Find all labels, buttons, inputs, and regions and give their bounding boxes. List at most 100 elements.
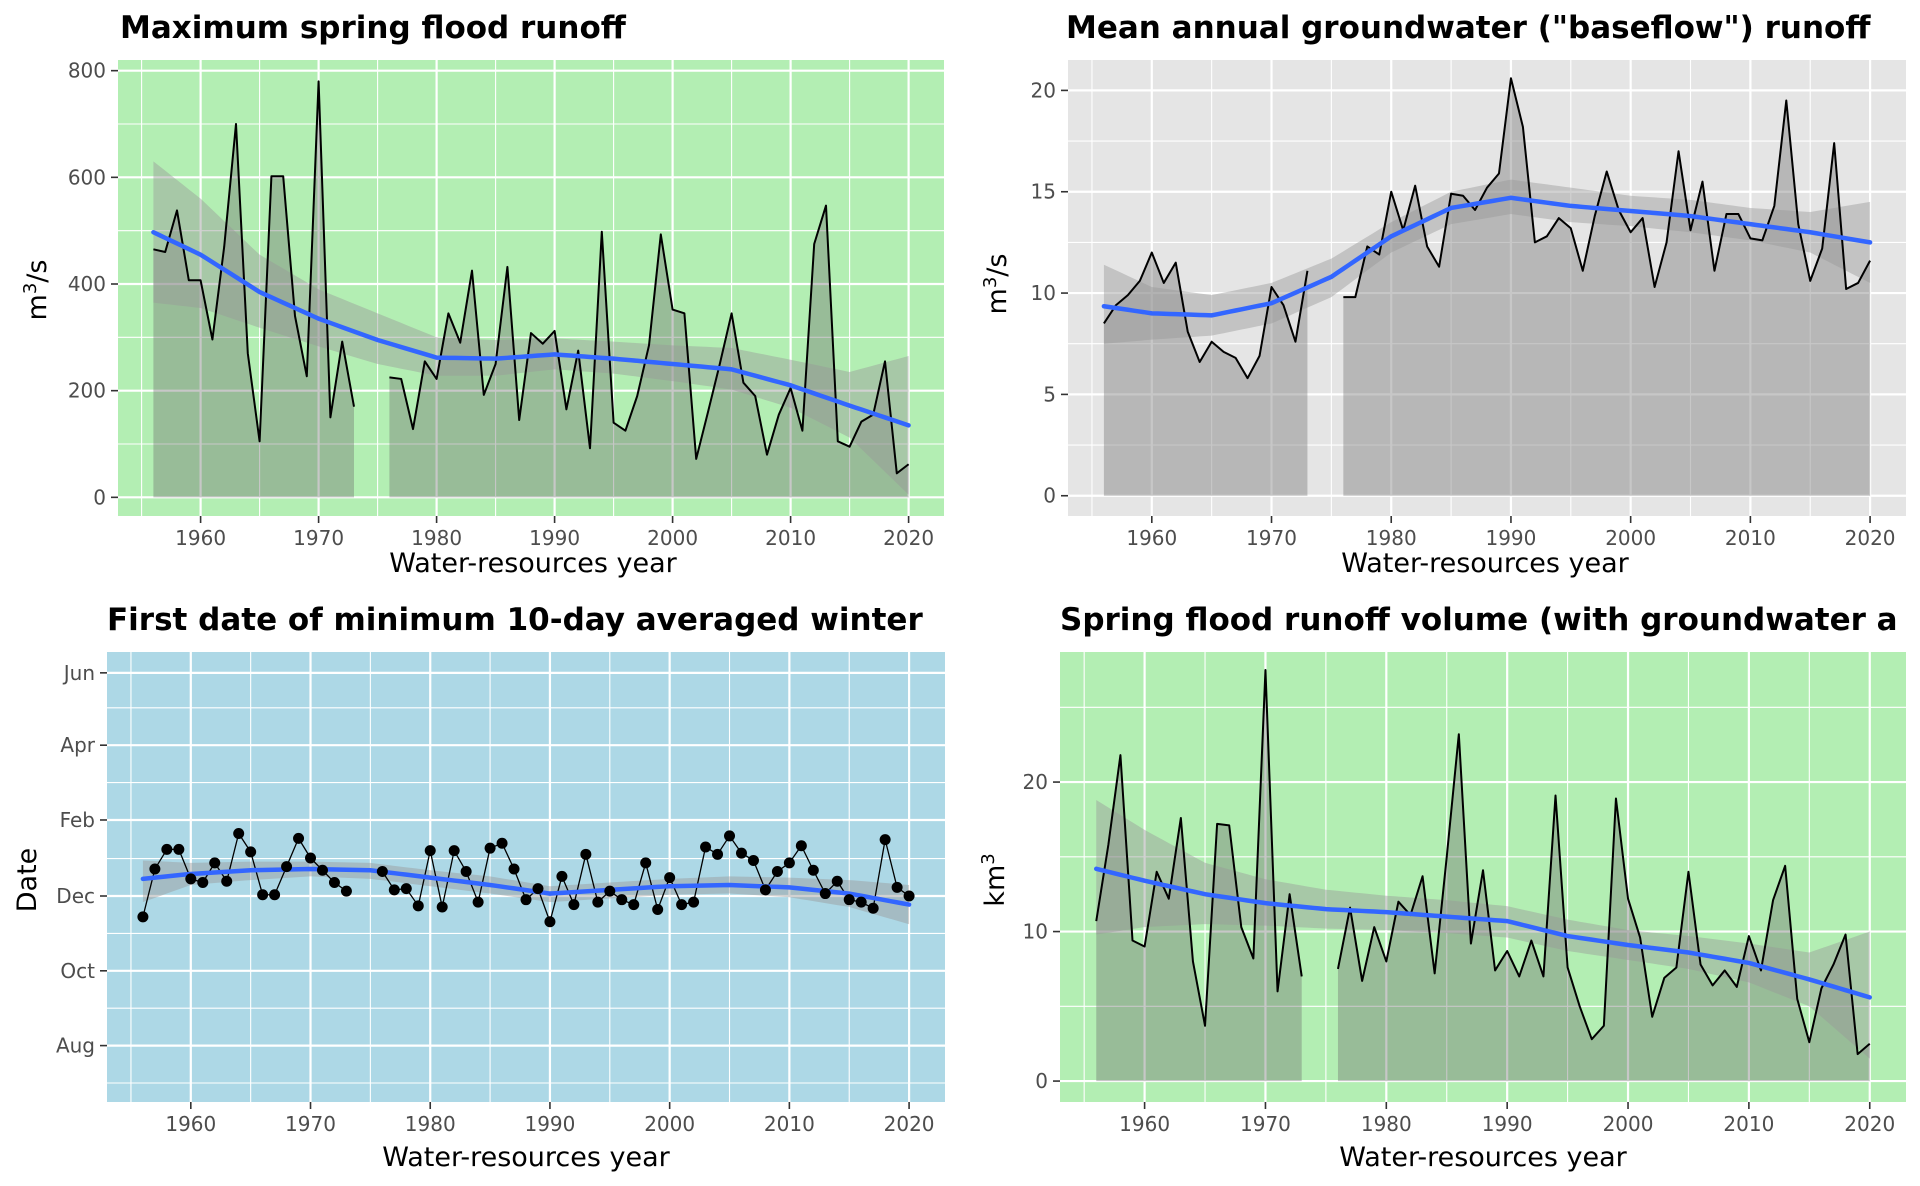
y-axis-title-sup: 3 bbox=[20, 283, 41, 294]
data-point bbox=[173, 843, 185, 855]
y-axis-title-base: m bbox=[22, 294, 53, 320]
y-tick-label: Aug bbox=[56, 1034, 95, 1058]
y-tick-label: 0 bbox=[1043, 484, 1056, 508]
x-tick-label: 1990 bbox=[1485, 526, 1536, 550]
data-point bbox=[747, 854, 759, 866]
series-line bbox=[153, 80, 355, 443]
x-tick-label: 1970 bbox=[293, 526, 344, 550]
x-tick-label: 2000 bbox=[1605, 526, 1656, 550]
data-point bbox=[508, 863, 520, 875]
data-point bbox=[281, 861, 293, 873]
data-point bbox=[807, 864, 819, 876]
x-axis-title: Water-resources year bbox=[1339, 1142, 1627, 1173]
y-axis-title-base: m bbox=[982, 288, 1013, 314]
x-tick-label: 1970 bbox=[1240, 1112, 1291, 1136]
y-axis-title-sup: 3 bbox=[980, 277, 1001, 288]
data-point bbox=[532, 883, 544, 895]
data-point bbox=[664, 872, 676, 884]
panel-title: Mean annual groundwater ("baseflow") run… bbox=[1066, 10, 1871, 46]
data-point bbox=[424, 845, 436, 857]
data-point bbox=[735, 847, 747, 859]
series-line bbox=[1343, 77, 1871, 299]
data-point bbox=[316, 864, 328, 876]
y-axis-title: Date bbox=[12, 848, 43, 913]
x-tick-label: 1970 bbox=[285, 1112, 336, 1136]
data-point bbox=[484, 842, 496, 854]
data-point bbox=[843, 894, 855, 906]
x-tick-label: 1990 bbox=[1482, 1112, 1533, 1136]
x-tick-label: 2010 bbox=[1725, 526, 1776, 550]
x-tick-label: 2000 bbox=[647, 526, 698, 550]
x-tick-label: 1970 bbox=[1246, 526, 1297, 550]
data-point bbox=[628, 899, 640, 911]
x-tick-label: 2010 bbox=[764, 1112, 815, 1136]
y-axis-title-base: km bbox=[980, 865, 1011, 907]
data-point bbox=[544, 916, 556, 928]
y-tick-label: 15 bbox=[1031, 180, 1056, 204]
smooth-line bbox=[140, 866, 912, 907]
plot-content bbox=[1060, 652, 1906, 1102]
x-tick-label: 2020 bbox=[883, 526, 934, 550]
x-tick-label: 1980 bbox=[411, 526, 462, 550]
data-point bbox=[257, 889, 269, 901]
smooth-confidence-band bbox=[153, 161, 909, 495]
series-line bbox=[1336, 733, 1871, 1056]
y-axis-title-tail: /s bbox=[982, 254, 1013, 277]
y-tick-label: 20 bbox=[1031, 78, 1056, 102]
data-point bbox=[592, 896, 604, 908]
series-line bbox=[389, 204, 910, 475]
data-point bbox=[460, 865, 472, 877]
x-tick-label: 1980 bbox=[405, 1112, 456, 1136]
data-point bbox=[305, 852, 317, 864]
data-point bbox=[209, 857, 221, 869]
smooth-confidence-band bbox=[1103, 179, 1871, 344]
panel-min-winter-date: First date of minimum 10-day averaged wi… bbox=[12, 602, 945, 1173]
series-area bbox=[1096, 669, 1302, 1082]
data-point bbox=[388, 884, 400, 896]
x-tick-label: 2000 bbox=[644, 1112, 695, 1136]
x-axis-title: Water-resources year bbox=[382, 1142, 670, 1173]
data-point bbox=[520, 894, 532, 906]
data-point bbox=[795, 840, 807, 852]
data-point bbox=[783, 857, 795, 869]
data-point bbox=[556, 870, 568, 882]
data-point bbox=[568, 899, 580, 911]
data-point bbox=[197, 877, 209, 889]
data-point bbox=[712, 848, 724, 860]
y-axis-title: km3 bbox=[978, 853, 1011, 906]
y-tick-label: 200 bbox=[68, 379, 106, 403]
y-tick-label: Dec bbox=[56, 884, 95, 908]
data-point bbox=[700, 841, 712, 853]
y-tick-label: 800 bbox=[68, 59, 106, 83]
data-point bbox=[185, 873, 197, 885]
data-point bbox=[604, 885, 616, 897]
x-tick-label: 1960 bbox=[1126, 526, 1177, 550]
plot-content bbox=[1068, 60, 1906, 516]
data-point bbox=[724, 830, 736, 842]
plot-axes: 1960 1970 1980 1990 2000 2010 2020 0 200 400 600 80… bbox=[68, 59, 934, 550]
data-point bbox=[891, 881, 903, 893]
x-tick-label: 2000 bbox=[1603, 1112, 1654, 1136]
data-point bbox=[448, 845, 460, 857]
data-point bbox=[688, 896, 700, 908]
data-point bbox=[771, 865, 783, 877]
data-point bbox=[616, 894, 628, 906]
data-point bbox=[879, 834, 891, 846]
data-point bbox=[149, 863, 161, 875]
x-tick-label: 2010 bbox=[1723, 1112, 1774, 1136]
y-tick-label: 20 bbox=[1023, 770, 1048, 794]
y-tick-label: 10 bbox=[1031, 281, 1056, 305]
data-point bbox=[580, 848, 592, 860]
panel-max-spring-flood: Maximum spring flood runoff 1960 1970 1980… bbox=[20, 10, 944, 579]
x-tick-label: 1960 bbox=[1119, 1112, 1170, 1136]
y-tick-label: 10 bbox=[1023, 920, 1048, 944]
data-point bbox=[496, 837, 508, 849]
data-point bbox=[376, 865, 388, 877]
data-point bbox=[161, 843, 173, 855]
plot-axes: 1960 1970 1980 1990 2000 2010 2020 0 5 10 15 20 bbox=[1031, 78, 1896, 550]
x-axis-title: Water-resources year bbox=[1341, 548, 1629, 579]
data-point bbox=[328, 877, 340, 889]
x-tick-label: 2020 bbox=[884, 1112, 935, 1136]
data-point bbox=[855, 896, 867, 908]
smooth-line bbox=[1094, 866, 1872, 1000]
